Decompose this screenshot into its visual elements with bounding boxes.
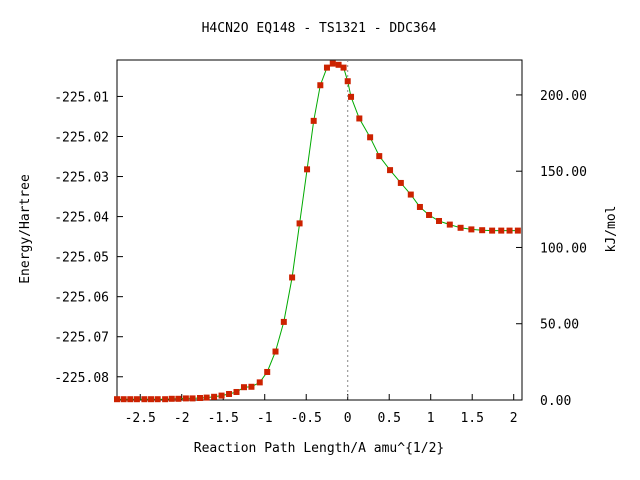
y-tick-label-right: 100.00 bbox=[540, 241, 587, 256]
data-point bbox=[304, 166, 311, 173]
x-tick-label: -1 bbox=[257, 411, 273, 426]
data-point bbox=[289, 274, 296, 281]
data-point bbox=[280, 318, 287, 325]
energy-curve bbox=[117, 63, 518, 400]
data-point bbox=[344, 78, 351, 85]
data-point bbox=[335, 61, 342, 68]
data-point bbox=[264, 368, 271, 375]
data-point bbox=[376, 153, 383, 160]
y-tick-label-left: -225.08 bbox=[54, 371, 109, 386]
x-tick-label: -0.5 bbox=[291, 411, 322, 426]
data-point bbox=[175, 395, 182, 402]
data-point bbox=[168, 395, 175, 402]
data-point bbox=[468, 226, 475, 233]
data-point bbox=[317, 82, 324, 89]
y-tick-label-right: 200.00 bbox=[540, 89, 587, 104]
data-point bbox=[367, 134, 374, 141]
data-marks bbox=[114, 60, 521, 403]
data-point bbox=[514, 227, 521, 234]
data-point bbox=[162, 396, 169, 403]
data-point bbox=[114, 396, 120, 403]
x-tick-label: 1 bbox=[427, 411, 435, 426]
data-point bbox=[407, 191, 414, 198]
data-point bbox=[387, 167, 394, 174]
data-point bbox=[133, 396, 140, 403]
x-tick-label: 0 bbox=[344, 411, 352, 426]
y-tick-label-left: -225.06 bbox=[54, 291, 109, 306]
data-point bbox=[310, 117, 317, 124]
data-point bbox=[203, 394, 210, 401]
x-tick-label: 2 bbox=[510, 411, 518, 426]
data-point bbox=[446, 221, 453, 228]
x-tick-label: 1.5 bbox=[460, 411, 483, 426]
data-point bbox=[426, 211, 433, 218]
y-tick-label-left: -225.04 bbox=[54, 211, 109, 226]
y-tick-label-right: 150.00 bbox=[540, 165, 587, 180]
y-tick-label-left: -225.07 bbox=[54, 331, 109, 346]
data-point bbox=[141, 396, 148, 403]
x-axis-label: Reaction Path Length/A amu^{1/2} bbox=[194, 441, 444, 456]
data-point bbox=[340, 64, 347, 71]
data-point bbox=[182, 395, 189, 402]
data-point bbox=[226, 390, 233, 397]
data-point bbox=[329, 60, 336, 67]
data-point bbox=[240, 384, 247, 391]
data-point bbox=[479, 227, 486, 234]
data-point bbox=[211, 393, 218, 400]
data-point bbox=[248, 383, 255, 390]
plot-frame bbox=[116, 59, 523, 401]
data-point bbox=[148, 396, 155, 403]
y-tick-label-right: 0.00 bbox=[540, 394, 571, 409]
data-point bbox=[457, 224, 464, 231]
data-point bbox=[272, 348, 279, 355]
data-point bbox=[489, 227, 496, 234]
data-point bbox=[218, 392, 225, 399]
x-tick-label: -2.5 bbox=[125, 411, 156, 426]
y-tick-label-left: -225.03 bbox=[54, 171, 109, 186]
y-tick-label-left: -225.02 bbox=[54, 130, 109, 145]
data-point bbox=[189, 395, 196, 402]
data-point bbox=[397, 179, 404, 186]
data-point bbox=[356, 115, 363, 122]
y-axis-label-right: kJ/mol bbox=[604, 206, 619, 253]
data-point bbox=[154, 396, 161, 403]
y-axis-label-left: Energy/Hartree bbox=[18, 174, 33, 284]
y-tick-label-right: 50.00 bbox=[540, 318, 579, 333]
data-point bbox=[498, 227, 505, 234]
data-point bbox=[256, 379, 263, 386]
data-point bbox=[233, 388, 240, 395]
y-tick-label-left: -225.05 bbox=[54, 251, 109, 266]
axis-ticks: -2.5 -2 -1.5 -1 -0.5 0 0.5 1 1.5 2 -225.01 -225.02 -… bbox=[54, 89, 587, 426]
data-point bbox=[127, 396, 134, 403]
data-point bbox=[196, 394, 203, 401]
x-tick-label: 0.5 bbox=[377, 411, 400, 426]
data-point bbox=[506, 227, 513, 234]
chart-title: H4CN2O EQ148 - TS1321 - DDC364 bbox=[202, 21, 437, 36]
x-tick-label: -1.5 bbox=[208, 411, 239, 426]
data-point bbox=[120, 396, 127, 403]
data-point bbox=[436, 217, 443, 224]
data-point bbox=[348, 93, 355, 100]
x-tick-label: -2 bbox=[174, 411, 190, 426]
y-tick-label-left: -225.01 bbox=[54, 90, 109, 105]
data-point bbox=[323, 64, 330, 71]
data-point bbox=[296, 220, 303, 227]
data-point bbox=[416, 203, 423, 210]
